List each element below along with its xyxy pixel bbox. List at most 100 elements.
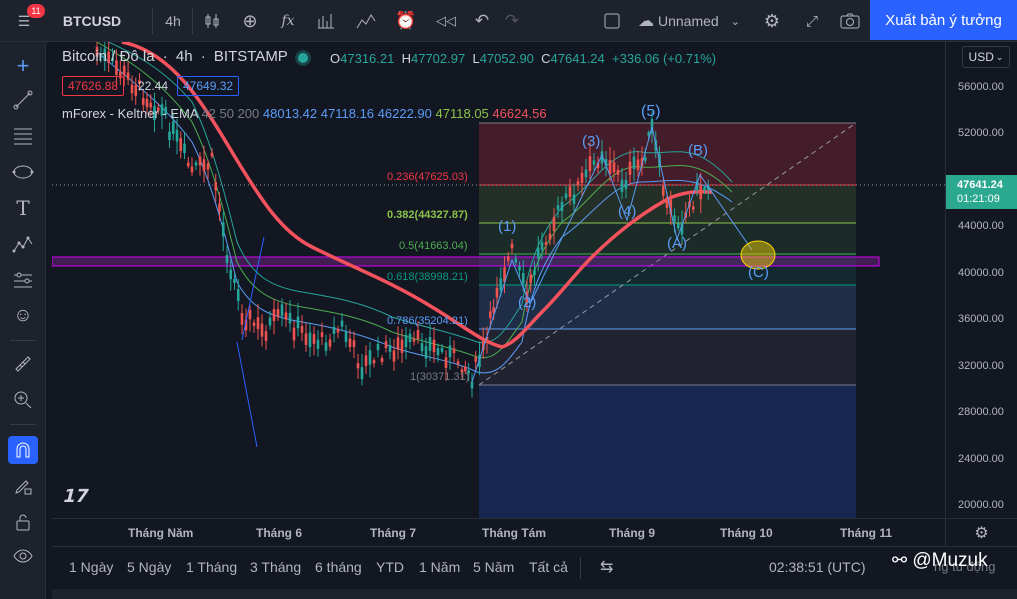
candle-body [481, 339, 485, 351]
prediction-tool-icon[interactable] [8, 266, 38, 294]
indicator-legend[interactable]: mForex - Keltner - EMA 42 50 200 48013.4… [62, 106, 547, 121]
time-axis[interactable]: Tháng Năm Tháng 6 Tháng 7 Tháng Tám Thán… [52, 518, 945, 546]
candle-body [474, 357, 478, 362]
candle-body [533, 269, 536, 275]
crosshair-icon[interactable]: + [16, 53, 30, 78]
bar-replay-icon[interactable] [352, 0, 380, 42]
candle-body [292, 327, 296, 341]
range-5d-button[interactable]: 5 Ngày [127, 559, 172, 575]
alert-clock-icon[interactable]: ⏰ [395, 11, 417, 30]
author-watermark: ⚯ @Muzuk [892, 550, 988, 572]
low-value: 47052.90 [479, 51, 534, 66]
projection-line [241, 236, 265, 341]
currency-selector[interactable]: USD ⌄ [962, 46, 1010, 68]
trend-line-icon[interactable] [8, 86, 38, 114]
price-tick: 40000.00 [958, 267, 1004, 279]
replay-icon[interactable]: ◁◁ [436, 13, 456, 28]
lock-draw-icon[interactable] [8, 472, 38, 500]
wave-label-5: (5) [641, 103, 661, 120]
buy-price-chip[interactable]: 47649.32 [177, 76, 240, 96]
market-status-dot[interactable] [298, 53, 308, 63]
candle-type-icon[interactable] [198, 0, 226, 42]
range-6m-button[interactable]: 6 tháng [315, 559, 362, 575]
price-axis[interactable]: 56000.00 52000.00 44000.00 40000.00 3600… [945, 42, 1017, 518]
candle-body [229, 269, 233, 280]
indicators-icon[interactable]: fx [281, 13, 295, 29]
pattern-icon[interactable] [8, 158, 38, 186]
smile-icon[interactable]: ☺ [13, 305, 33, 326]
support-rectangle[interactable] [52, 256, 880, 267]
sell-price-chip[interactable]: 47626.88 [62, 76, 125, 96]
change-value: +336.06 (+0.71%) [612, 51, 717, 66]
range-bar: 1 Ngày 5 Ngày 1 Tháng 3 Tháng 6 tháng YT… [52, 546, 1017, 589]
add-compare-icon[interactable]: ⊕ [242, 10, 258, 31]
candle-body [206, 163, 210, 170]
zoom-in-icon[interactable] [8, 386, 38, 414]
candle-body [661, 186, 665, 196]
utc-clock[interactable]: 02:38:51 (UTC) [769, 559, 866, 575]
symbol-legend[interactable]: Bitcoin / Đô la · 4h · BITSTAMP [62, 48, 288, 65]
candle-body [332, 326, 336, 334]
candle-body [556, 205, 560, 210]
candle-body [198, 156, 202, 166]
candle-body [572, 194, 576, 205]
time-tick: Tháng 11 [840, 526, 893, 540]
range-ytd-button[interactable]: YTD [376, 559, 404, 575]
candle-body [592, 160, 596, 165]
expand-icon[interactable]: ⤢ [805, 12, 818, 30]
eye-icon[interactable] [8, 542, 38, 570]
menu-icon[interactable]: ☰ [17, 12, 31, 29]
camera-icon[interactable] [836, 0, 864, 42]
text-tool-icon[interactable]: T [16, 196, 30, 220]
target-ellipse[interactable] [740, 240, 776, 270]
symbol-search[interactable]: BTCUSD [62, 13, 122, 29]
candle-body [616, 169, 620, 175]
lock-icon[interactable] [8, 508, 38, 536]
candle-body [495, 287, 499, 298]
ruler-icon[interactable] [8, 350, 38, 378]
candle-countdown: 01:21:09 [957, 193, 1000, 205]
gear-icon[interactable]: ⚙ [763, 10, 781, 31]
indicator-value-2: 47118.16 [320, 106, 375, 121]
auto-scale-toggle[interactable]: ng tu động [934, 559, 996, 574]
magnet-icon[interactable] [8, 436, 38, 464]
candle-body [604, 159, 608, 166]
interval-button[interactable]: 4h [165, 13, 181, 29]
range-5y-button[interactable]: 5 Năm [473, 559, 515, 575]
candle-body [691, 206, 695, 210]
fib-label-0236: 0.236(47625.03) [387, 171, 468, 183]
price-tick: 36000.00 [958, 313, 1004, 325]
candle-body [521, 273, 525, 284]
chevron-down-icon: ⌄ [995, 51, 1004, 62]
redo-icon[interactable]: ↷ [504, 11, 520, 30]
date-range-icon[interactable]: ⇆ [600, 559, 614, 576]
range-1y-button[interactable]: 1 Năm [419, 559, 461, 575]
templates-icon[interactable] [312, 0, 340, 42]
candle-body [388, 345, 392, 352]
range-3m-button[interactable]: 3 Tháng [250, 559, 302, 575]
candle-body [584, 169, 588, 178]
publish-idea-button[interactable]: Xuất bản ý tưởng [870, 0, 1017, 40]
candle-body [138, 80, 141, 84]
current-price-label: 47641.24 01:21:09 [946, 175, 1017, 209]
range-1d-button[interactable]: 1 Ngày [69, 559, 114, 575]
range-all-button[interactable]: Tất cả [529, 559, 568, 575]
chart-settings-gear-icon[interactable]: ⚙ [945, 518, 1017, 546]
divider [580, 557, 581, 579]
candle-body [536, 247, 540, 259]
candle-body [647, 132, 650, 136]
fullscreen-square-icon[interactable] [598, 0, 626, 42]
price-chart[interactable] [52, 42, 945, 518]
fib-tool-icon[interactable] [8, 122, 38, 150]
undo-icon[interactable]: ↶ [474, 11, 490, 30]
layout-selector[interactable]: ☁ Unnamed ⌄ [638, 0, 748, 42]
elliott-wave-icon[interactable] [8, 230, 38, 258]
ohlc-values: O47316.21 H47702.97 L47052.90 C47641.24 … [330, 51, 716, 66]
candle-body [202, 159, 206, 172]
fib-retracement[interactable] [478, 122, 857, 518]
chart-pane[interactable]: (1) (2) (3) (4) (5) (A) (B) (C) 0.236(47… [52, 42, 945, 518]
range-1m-button[interactable]: 1 Tháng [186, 559, 238, 575]
candle-body [160, 104, 164, 116]
currency-label: USD [968, 50, 994, 64]
indicator-value-1: 48013.42 [262, 106, 318, 121]
